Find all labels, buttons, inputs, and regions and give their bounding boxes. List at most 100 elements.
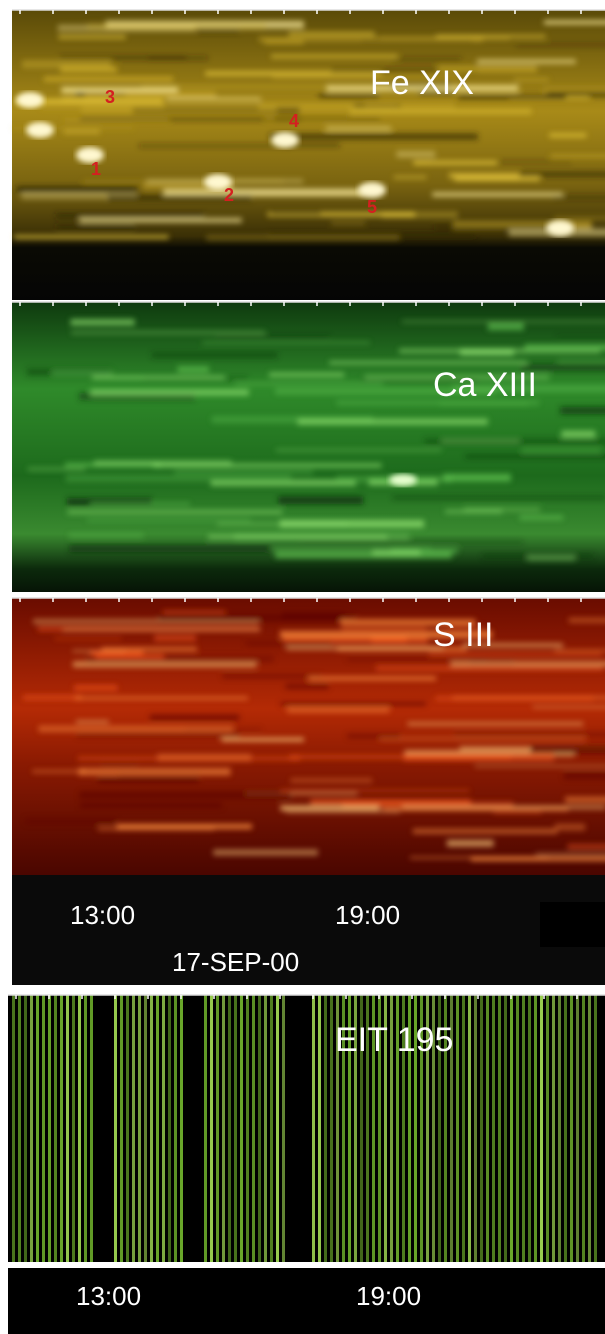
stripe bbox=[24, 995, 27, 1262]
streak bbox=[410, 857, 549, 859]
streak bbox=[413, 829, 557, 834]
streak bbox=[413, 161, 497, 165]
stripe bbox=[594, 995, 597, 1262]
stripe bbox=[576, 995, 579, 1262]
streak bbox=[280, 805, 379, 811]
streak bbox=[90, 651, 143, 656]
streak bbox=[372, 550, 420, 556]
stripe bbox=[120, 995, 123, 1262]
streak bbox=[342, 627, 427, 630]
stripe bbox=[126, 995, 129, 1262]
stripe bbox=[318, 995, 321, 1262]
streak bbox=[402, 320, 605, 322]
streak bbox=[64, 129, 100, 134]
streak bbox=[77, 732, 240, 737]
stripe bbox=[42, 995, 45, 1262]
streak bbox=[44, 76, 173, 81]
streak bbox=[25, 818, 117, 825]
date-label: 17-SEP-00 bbox=[172, 947, 299, 977]
streak bbox=[281, 790, 470, 792]
streak bbox=[443, 474, 511, 482]
streak bbox=[154, 635, 196, 642]
streak bbox=[380, 737, 586, 741]
streak bbox=[475, 765, 605, 767]
streak bbox=[560, 407, 605, 414]
streak bbox=[71, 331, 265, 334]
stripe bbox=[138, 995, 141, 1262]
s-iii-panel bbox=[12, 598, 605, 875]
time-label: 13:00 bbox=[76, 1281, 141, 1311]
stripe bbox=[492, 995, 495, 1262]
blob bbox=[358, 182, 386, 198]
streak bbox=[561, 430, 595, 437]
stripe bbox=[474, 995, 477, 1262]
stripe bbox=[534, 995, 537, 1262]
blob bbox=[546, 220, 574, 236]
streak bbox=[58, 35, 125, 39]
streak bbox=[94, 460, 231, 465]
streak bbox=[365, 102, 455, 110]
streak bbox=[544, 87, 605, 93]
streak bbox=[555, 824, 585, 831]
streak bbox=[520, 515, 564, 520]
streak bbox=[67, 510, 282, 514]
stripe bbox=[570, 995, 573, 1262]
panel-label: Fe XIX bbox=[370, 64, 474, 102]
stripe bbox=[174, 995, 177, 1262]
stripe bbox=[210, 995, 213, 1262]
stripe bbox=[252, 995, 255, 1262]
event-marker: 5 bbox=[367, 197, 377, 217]
streak bbox=[87, 519, 251, 521]
stripe bbox=[522, 995, 525, 1262]
streak bbox=[98, 826, 215, 830]
streak bbox=[206, 235, 399, 241]
streak bbox=[522, 448, 602, 453]
stripe bbox=[240, 995, 243, 1262]
stripe bbox=[90, 995, 93, 1262]
streak bbox=[223, 674, 322, 678]
streak bbox=[101, 647, 197, 650]
stripe bbox=[270, 995, 273, 1262]
streak bbox=[66, 474, 291, 482]
streak bbox=[174, 470, 313, 475]
streak bbox=[69, 533, 144, 537]
eit-panel bbox=[8, 995, 605, 1262]
streak bbox=[298, 418, 488, 425]
streak bbox=[289, 31, 375, 36]
streak bbox=[544, 20, 605, 24]
streak bbox=[407, 722, 583, 726]
streak bbox=[553, 196, 605, 199]
streak bbox=[287, 707, 390, 713]
streak bbox=[90, 503, 190, 505]
stripe bbox=[30, 995, 33, 1262]
streak bbox=[477, 59, 576, 64]
streak bbox=[391, 57, 461, 62]
stripe bbox=[462, 995, 465, 1262]
streak bbox=[488, 323, 524, 331]
streak bbox=[554, 649, 605, 652]
streak bbox=[101, 761, 138, 766]
streak bbox=[52, 370, 113, 375]
stripe bbox=[282, 995, 285, 1262]
streak bbox=[347, 734, 400, 739]
streak bbox=[213, 849, 318, 855]
stripe bbox=[150, 995, 153, 1262]
streak bbox=[331, 221, 365, 225]
stripe bbox=[312, 995, 315, 1262]
stripe bbox=[588, 995, 591, 1262]
streak bbox=[383, 808, 568, 811]
streak bbox=[450, 661, 605, 667]
stripe bbox=[552, 995, 555, 1262]
streak bbox=[536, 853, 605, 856]
blob bbox=[16, 92, 44, 108]
streak bbox=[281, 702, 426, 705]
streak bbox=[78, 768, 230, 776]
stripe bbox=[60, 995, 63, 1262]
stripe bbox=[528, 995, 531, 1262]
streak bbox=[434, 223, 554, 230]
stripe bbox=[114, 995, 117, 1262]
streak bbox=[63, 629, 261, 631]
stripe bbox=[180, 995, 183, 1262]
streak bbox=[514, 78, 549, 81]
streak bbox=[525, 344, 605, 350]
